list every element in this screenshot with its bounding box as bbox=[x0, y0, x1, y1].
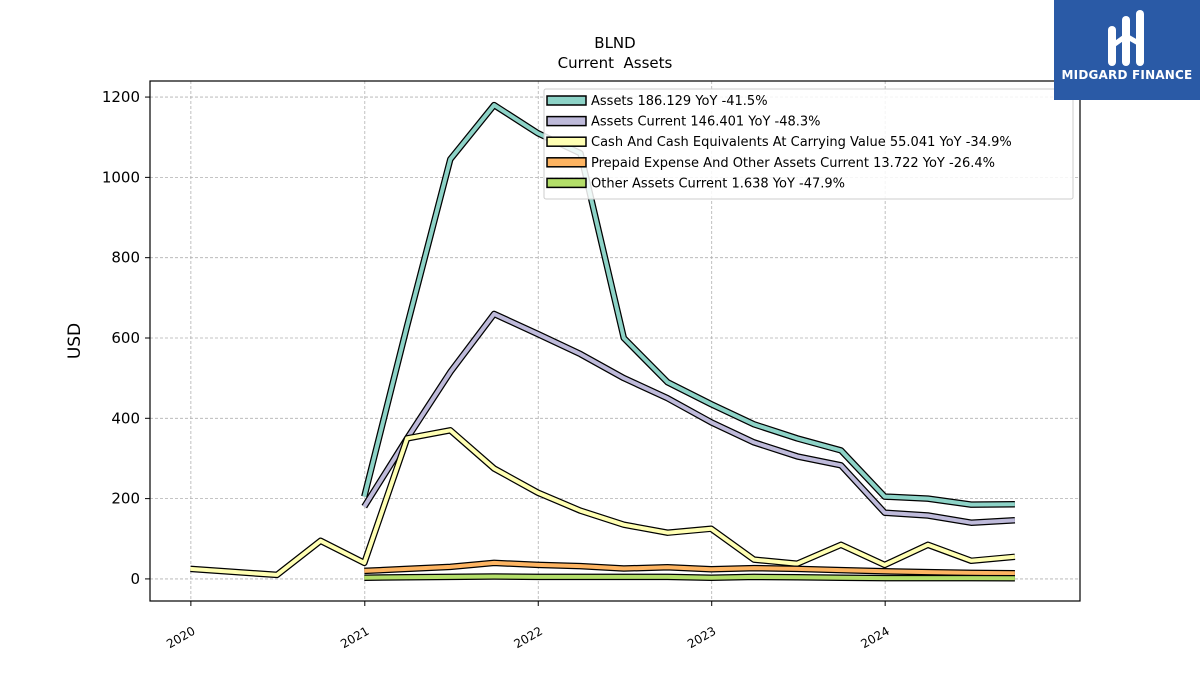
y-tick-label: 200 bbox=[111, 490, 140, 508]
legend-entry-2: Cash And Cash Equivalents At Carrying Va… bbox=[591, 135, 1012, 150]
logo-text: MIDGARD FINANCE bbox=[1061, 68, 1193, 82]
y-tick-label: 800 bbox=[111, 249, 140, 267]
x-tick-label: 2023 bbox=[685, 624, 718, 651]
legend-entry-4: Other Assets Current 1.638 YoY -47.9% bbox=[591, 176, 845, 191]
x-tick-label: 2020 bbox=[164, 624, 197, 651]
legend-box bbox=[543, 88, 1074, 200]
x-tick-label: 2024 bbox=[858, 624, 891, 651]
plot-frame bbox=[149, 80, 1081, 602]
series-line-3 bbox=[364, 560, 1015, 576]
y-tick-label: 1200 bbox=[102, 88, 140, 106]
legend-entry-0: Assets 186.129 YoY -41.5% bbox=[591, 94, 768, 109]
logo-mark-icon bbox=[1108, 10, 1144, 66]
legend-swatch-4 bbox=[546, 177, 587, 189]
series-line-0 bbox=[362, 103, 1015, 507]
series-line-2 bbox=[190, 428, 1016, 577]
legend-swatch-2 bbox=[546, 136, 587, 147]
y-tick-label: 600 bbox=[111, 329, 140, 347]
chart-subtitle: Current Assets bbox=[558, 54, 673, 72]
legend-entry-3: Prepaid Expense And Other Assets Current… bbox=[591, 156, 995, 171]
y-tick-label: 1000 bbox=[102, 168, 140, 186]
legend-swatch-1 bbox=[546, 115, 587, 127]
y-tick-label: 400 bbox=[111, 409, 140, 427]
series-line-1 bbox=[362, 311, 1016, 525]
y-axis-label: USD bbox=[65, 323, 85, 359]
legend-entry-1: Assets Current 146.401 YoY -48.3% bbox=[591, 115, 821, 130]
chart-title: BLND bbox=[594, 34, 635, 52]
midgard-finance-logo: MIDGARD FINANCE bbox=[1054, 0, 1200, 100]
series-line-outline-2 bbox=[190, 427, 1016, 579]
legend-swatch-3 bbox=[546, 157, 587, 168]
legend-swatch-0 bbox=[546, 95, 587, 106]
y-tick-label: 0 bbox=[130, 570, 140, 588]
x-tick-label: 2021 bbox=[338, 624, 371, 651]
x-tick-label: 2022 bbox=[512, 624, 545, 651]
series-line-4 bbox=[364, 574, 1015, 581]
